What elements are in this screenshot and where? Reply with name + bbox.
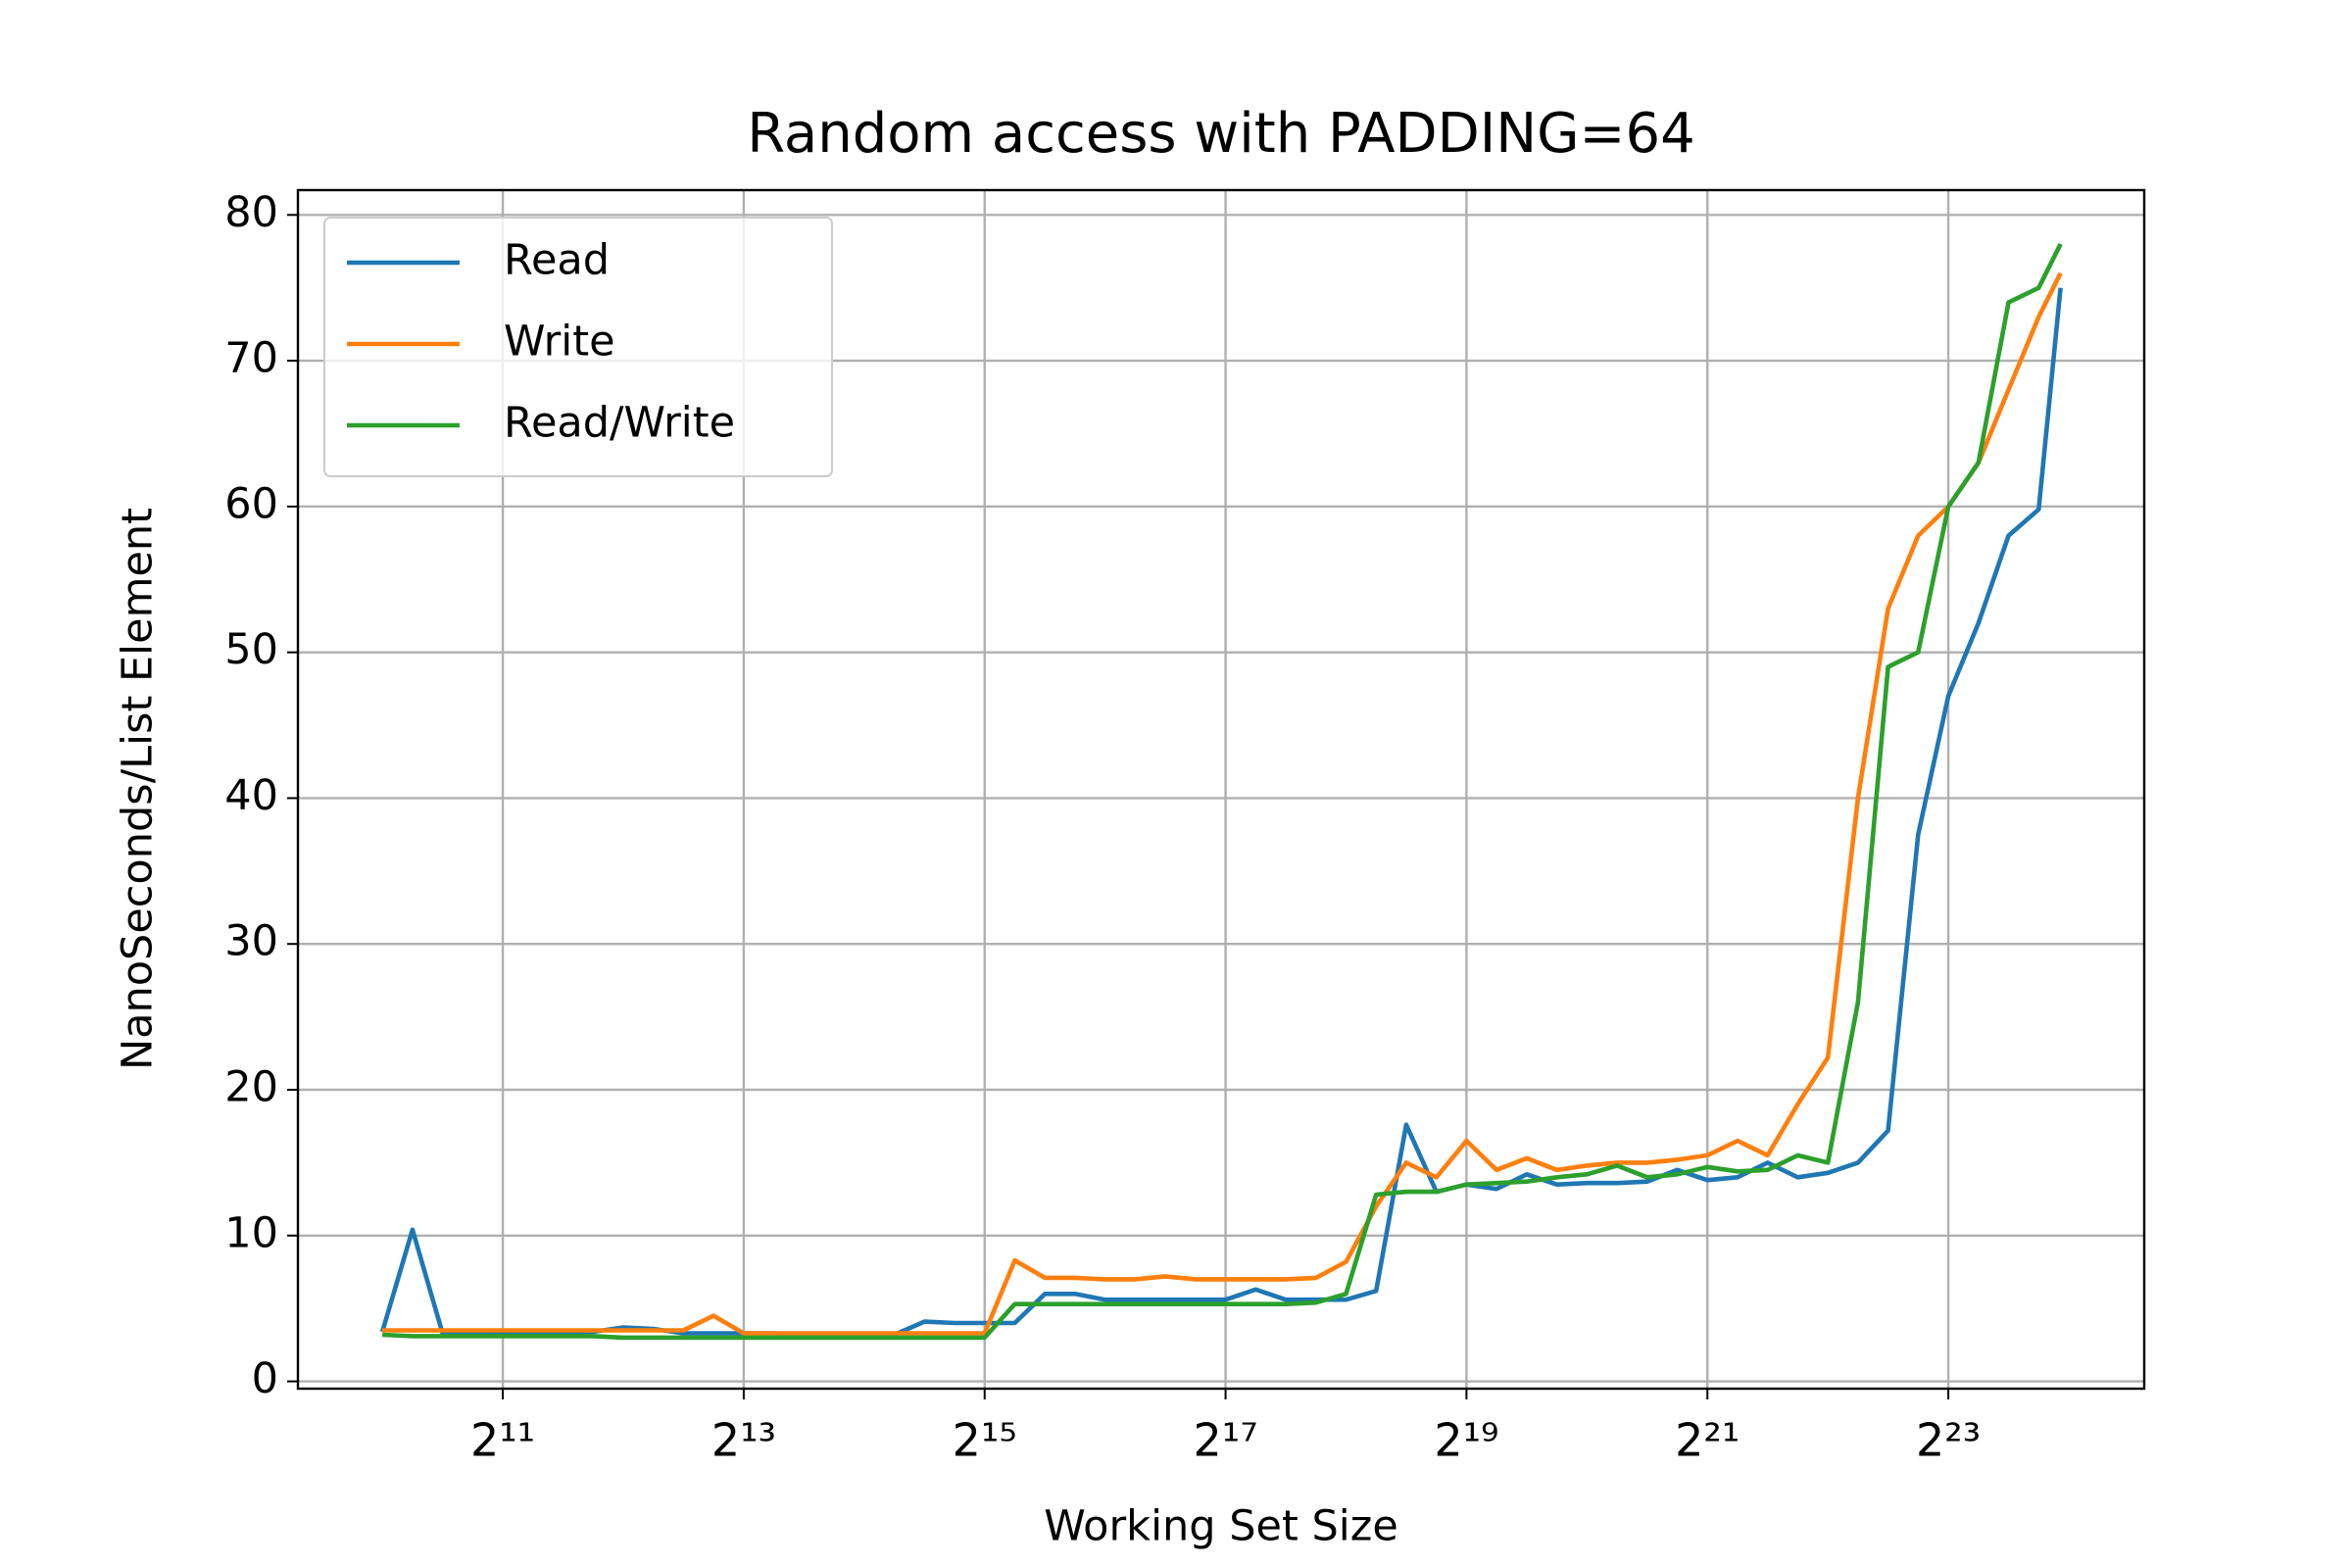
y-tick-label: 10	[224, 1208, 278, 1257]
y-tick-label: 60	[224, 479, 278, 528]
y-tick-label: 40	[224, 771, 278, 820]
x-tick-label: 2²¹	[1675, 1414, 1740, 1467]
data-line	[381, 242, 2063, 1341]
x-tick-label: 2¹¹	[470, 1414, 535, 1467]
y-tick-label: 80	[224, 188, 278, 237]
y-tick-label: 20	[224, 1062, 278, 1111]
x-tick-label: 2²³	[1916, 1414, 1981, 1467]
y-tick-label: 70	[224, 334, 278, 383]
x-tick-label: 2¹³	[711, 1414, 776, 1467]
y-axis-label: NanoSeconds/List Element	[114, 508, 163, 1070]
legend-label: Read	[504, 236, 610, 285]
y-tick-label: 30	[224, 917, 278, 966]
y-tick-label: 50	[224, 625, 278, 674]
legend-box	[323, 217, 833, 477]
x-tick-label: 2¹⁷	[1193, 1414, 1257, 1467]
legend-label: Write	[504, 318, 615, 367]
legend-label: Read/Write	[504, 399, 735, 448]
chart-title: Random access with PADDING=64	[747, 102, 1694, 166]
x-tick-label: 2¹⁹	[1434, 1414, 1498, 1467]
x-axis-label: Working Set Size	[1044, 1502, 1398, 1551]
x-tick-label: 2¹⁵	[953, 1414, 1017, 1467]
data-line	[382, 271, 2063, 1336]
legend: Read Write Read/Write	[323, 217, 833, 477]
y-tick-label: 0	[252, 1354, 278, 1403]
plot-frame	[296, 188, 2146, 1391]
